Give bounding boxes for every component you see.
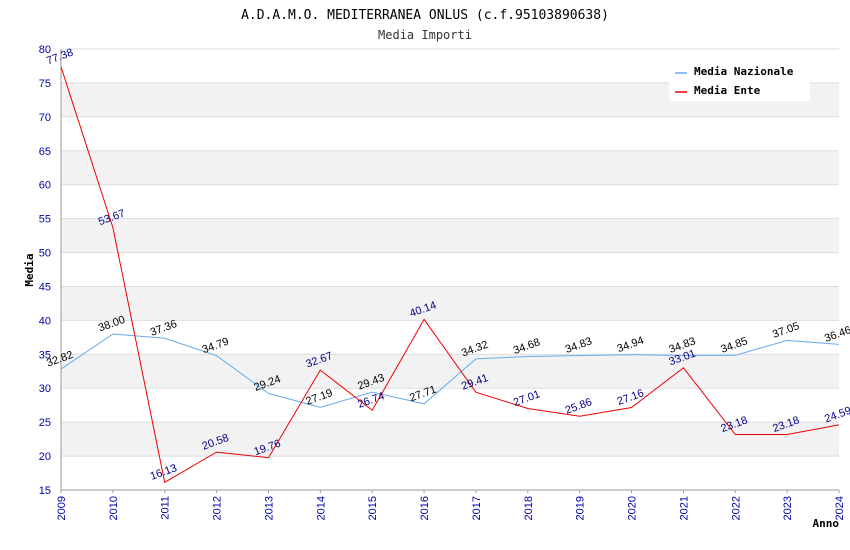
series-line-0 xyxy=(60,333,840,408)
x-tick-label: 2016 xyxy=(419,496,431,520)
legend: Media Nazionale Media Ente xyxy=(669,60,810,101)
data-label: 27.01 xyxy=(512,388,542,409)
x-tick-label: 2017 xyxy=(471,496,483,520)
data-label: 34.79 xyxy=(201,336,231,357)
x-tick-label: 2013 xyxy=(263,496,275,520)
y-tick-label: 35 xyxy=(39,349,51,361)
grid-band xyxy=(61,286,839,321)
x-tick-label: 2011 xyxy=(160,496,172,520)
data-label: 37.36 xyxy=(149,318,179,339)
y-axis-ticks: 15 20 25 30 35 40 45 50 55 60 65 70 75 80 xyxy=(39,44,51,497)
x-tick-label: 2024 xyxy=(834,496,846,520)
y-tick-label: 65 xyxy=(39,146,51,158)
y-tick-label: 20 xyxy=(39,451,51,463)
legend-box xyxy=(669,60,810,101)
y-tick-label: 45 xyxy=(39,281,51,293)
series-lines xyxy=(60,66,840,484)
data-label: 34.94 xyxy=(616,335,646,356)
x-tick-label: 2009 xyxy=(56,496,68,520)
x-axis-ticks: 2009 2010 2011 2012 2013 2014 2015 2016 2017 2018… xyxy=(56,490,846,520)
x-tick-label: 2010 xyxy=(108,496,120,520)
y-tick-label: 75 xyxy=(39,78,51,90)
x-tick-label: 2018 xyxy=(523,496,535,520)
y-tick-label: 70 xyxy=(39,112,51,124)
data-label: 34.83 xyxy=(564,335,594,356)
grid-band xyxy=(61,218,839,253)
chart-subtitle: Media Importi xyxy=(378,28,472,42)
y-tick-label: 30 xyxy=(39,383,51,395)
series-line-1 xyxy=(60,66,840,484)
data-label: 37.05 xyxy=(771,320,801,341)
chart-title: A.D.A.M.O. MEDITERRANEA ONLUS (c.f.95103… xyxy=(241,8,609,23)
x-tick-label: 2020 xyxy=(627,496,639,520)
x-axis-title: Anno xyxy=(813,517,840,530)
axes xyxy=(60,49,839,491)
gridlines xyxy=(61,48,839,491)
data-label: 26.74 xyxy=(356,390,386,411)
y-tick-label: 40 xyxy=(39,315,51,327)
x-tick-label: 2012 xyxy=(212,496,224,520)
x-tick-label: 2014 xyxy=(315,496,327,520)
legend-label-media-nazionale: Media Nazionale xyxy=(694,65,794,78)
grid-bands xyxy=(61,82,839,457)
x-tick-label: 2019 xyxy=(575,496,587,520)
y-tick-label: 15 xyxy=(39,485,51,497)
y-tick-label: 80 xyxy=(39,44,51,56)
y-tick-label: 60 xyxy=(39,180,51,192)
data-label: 25.86 xyxy=(564,396,594,417)
legend-label-media-ente: Media Ente xyxy=(694,84,761,97)
data-label: 36.46 xyxy=(823,324,850,345)
x-tick-label: 2023 xyxy=(782,496,794,520)
data-label: 27.16 xyxy=(616,387,646,408)
grid-band xyxy=(61,354,839,389)
x-tick-label: 2021 xyxy=(678,496,690,520)
y-tick-label: 50 xyxy=(39,248,51,260)
grid-band xyxy=(61,150,839,185)
grid-band xyxy=(61,422,839,457)
y-tick-label: 25 xyxy=(39,417,51,429)
x-tick-label: 2015 xyxy=(367,496,379,520)
y-tick-label: 55 xyxy=(39,214,51,226)
y-axis-title: Media xyxy=(23,253,36,286)
x-tick-label: 2022 xyxy=(730,496,742,520)
